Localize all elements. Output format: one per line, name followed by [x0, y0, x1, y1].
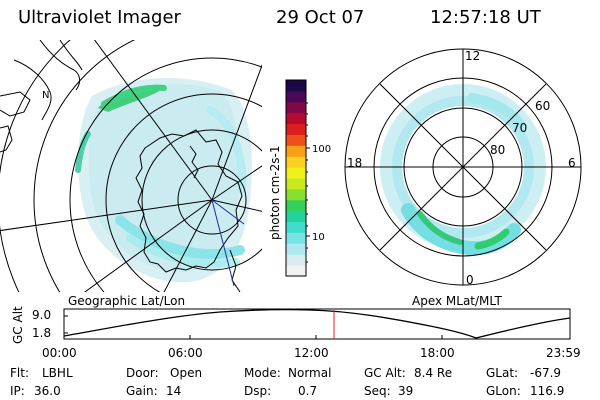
- colorbar-swatch: [286, 134, 306, 146]
- colorbar-unit-label: photon cm-2s-1: [268, 146, 282, 241]
- geo-spacecraft-track: [211, 199, 235, 287]
- timeline-x-tick-label-1200: 12:00: [294, 346, 329, 360]
- mlt-label-12: 12: [465, 49, 480, 63]
- geo-meridian-lines: [0, 40, 262, 292]
- door-value: Open: [170, 366, 203, 380]
- timeline-y-tick-label-9: 9.0: [32, 308, 51, 322]
- geo-spacecraft-track-2: [211, 199, 245, 225]
- mlt-label-0: 0: [466, 273, 474, 287]
- colorbar-swatch: [286, 188, 306, 201]
- observation-time: 12:57:18 UT: [430, 7, 541, 28]
- timeline-x-tick-label-0600: 06:00: [168, 346, 203, 360]
- gc-alt-value: 8.4 Re: [414, 366, 453, 380]
- glat-value: -67.9: [530, 366, 562, 380]
- colorbar-swatch: [286, 199, 306, 212]
- door-label: Door:: [126, 366, 159, 380]
- colorbar-swatch: [286, 210, 306, 223]
- mlat-label-60: 60: [535, 99, 550, 113]
- seq-value: 39: [398, 384, 414, 398]
- timeline-y-tick-label-1-8: 1.8: [32, 326, 51, 340]
- mode-value: Normal: [288, 366, 332, 380]
- colorbar-swatch: [286, 156, 306, 168]
- filter-label: Flt:: [10, 366, 29, 380]
- seq-label: Seq:: [364, 384, 391, 398]
- timeline-x-tick-label-1800: 18:00: [420, 346, 455, 360]
- instrument-title: Ultraviolet Imager: [18, 7, 181, 28]
- gc-alt-label: GC Alt:: [364, 366, 406, 380]
- colorbar-swatch: [286, 254, 306, 266]
- gain-label: Gain:: [126, 384, 158, 398]
- colorbar-swatch: [286, 123, 306, 135]
- ip-label: IP:: [10, 384, 25, 398]
- magnetic-polar-panel: [344, 48, 582, 286]
- dsp-value: 0.7: [298, 384, 318, 398]
- filter-value: LBHL: [42, 366, 73, 380]
- timeline-axis-label: GC Alt: [11, 306, 25, 344]
- colorbar-swatch: [286, 101, 306, 114]
- mlat-label-70: 70: [512, 121, 527, 135]
- mlt-label-18: 18: [347, 156, 362, 170]
- dsp-label: Dsp:: [244, 384, 272, 398]
- timeline-x-tick-label-0000: 00:00: [42, 346, 77, 360]
- geo-lat-marker-label: N: [42, 90, 49, 101]
- timeline-x-tick-label-2359: 23:59: [546, 346, 581, 360]
- geo-latitude-circles: [0, 40, 262, 292]
- colorbar-swatch: [286, 178, 306, 190]
- colorbar-swatch: [286, 90, 306, 103]
- colorbar-swatch: [286, 243, 306, 255]
- mag-mlt-lines: [345, 49, 581, 285]
- mlt-label-6: 6: [568, 156, 576, 170]
- ip-value: 36.0: [34, 384, 61, 398]
- colorbar-swatch: [286, 221, 306, 233]
- geo-panel-caption: Geographic Lat/Lon: [68, 294, 185, 308]
- observation-date: 29 Oct 07: [276, 7, 365, 28]
- mlat-label-80: 80: [490, 143, 505, 157]
- gain-value: 14: [166, 384, 182, 398]
- colorbar: [285, 79, 307, 277]
- timeline-frame: [63, 308, 571, 340]
- colorbar-tick-label-10: 10: [312, 232, 325, 243]
- colorbar-frame: [285, 79, 307, 277]
- mag-panel-caption: Apex MLat/MLT: [412, 294, 502, 308]
- glon-value: 116.9: [530, 384, 565, 398]
- altitude-curve: [63, 308, 571, 339]
- colorbar-swatch: [286, 112, 306, 125]
- geographic-map-panel: [0, 40, 262, 292]
- orbit-altitude-timeline: [63, 308, 571, 340]
- colorbar-swatch: [286, 145, 306, 157]
- colorbar-swatch: [286, 265, 306, 277]
- colorbar-swatch: [286, 167, 306, 179]
- glat-label: GLat:: [486, 366, 519, 380]
- colorbar-swatch: [286, 232, 306, 244]
- geo-coastlines: [0, 40, 243, 292]
- colorbar-ticks: [306, 102, 310, 263]
- colorbar-swatch: [286, 80, 306, 92]
- mode-label: Mode:: [244, 366, 281, 380]
- colorbar-tick-label-100: 100: [312, 144, 331, 155]
- glon-label: GLon:: [486, 384, 521, 398]
